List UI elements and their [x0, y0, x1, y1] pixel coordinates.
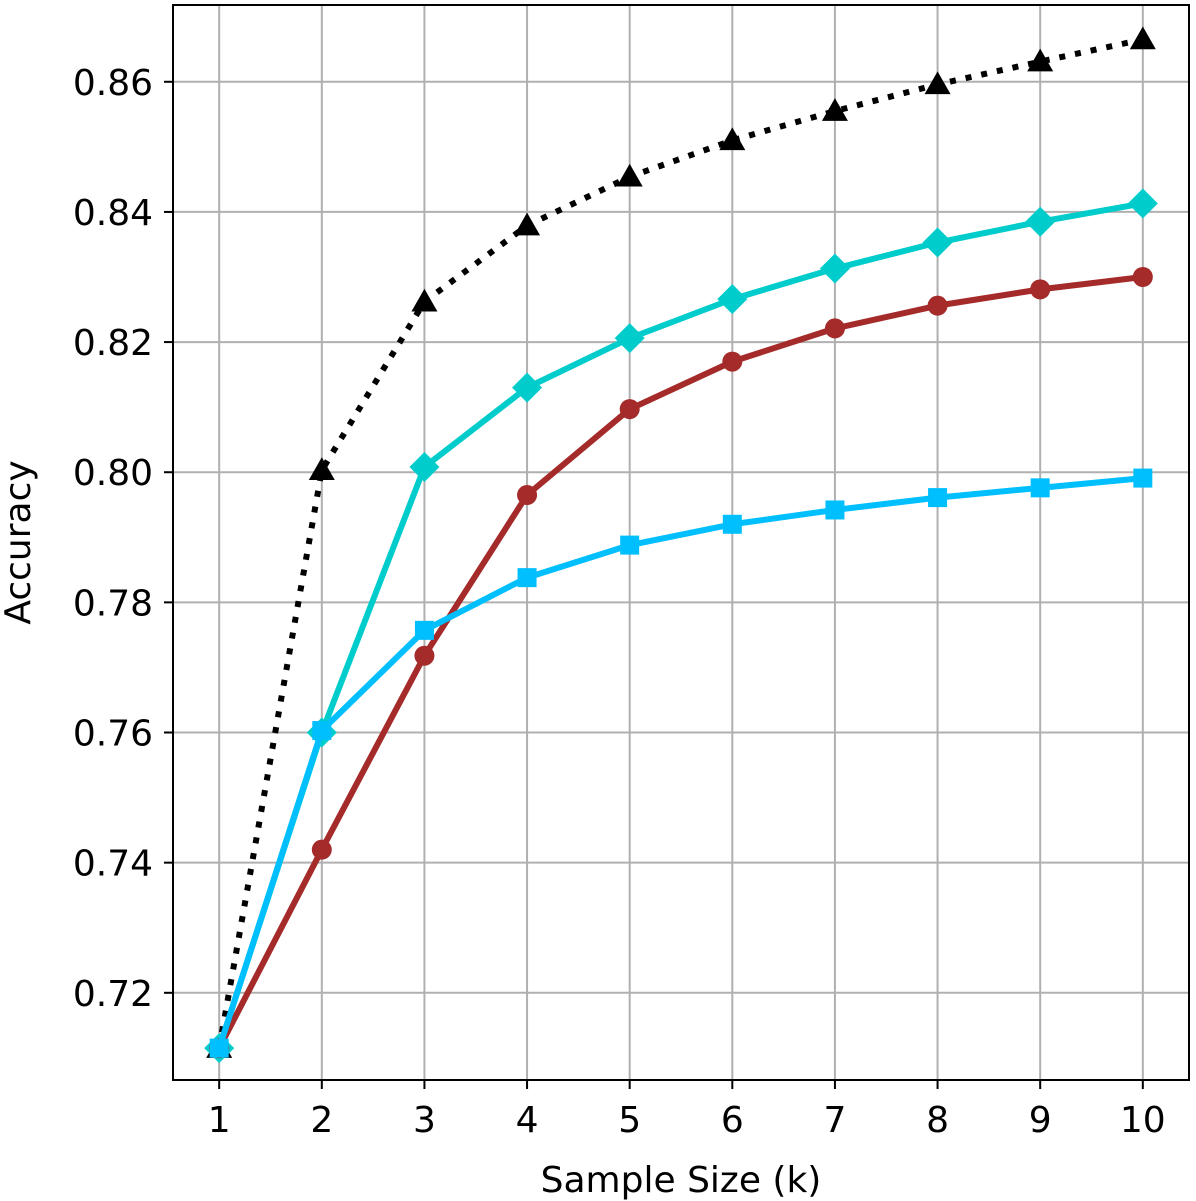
data-point-blue-square [209, 1038, 229, 1058]
data-point-dotted-triangle [719, 127, 746, 151]
data-point-blue-square [517, 568, 537, 588]
plot-frame [172, 4, 1190, 1081]
data-point-dotted-triangle [308, 457, 335, 481]
y-tick-label: 0.84 [73, 193, 153, 234]
data-point-blue-square [620, 535, 640, 555]
series-line-cyan-diamond [216, 200, 1146, 1052]
x-tick-label: 10 [1120, 1100, 1166, 1141]
data-point-cyan-diamond [717, 284, 748, 315]
series-line-red-circle [216, 274, 1146, 1052]
data-point-dotted-triangle [821, 98, 848, 121]
data-point-dotted-triangle [1129, 26, 1156, 50]
x-tick-label: 1 [208, 1100, 231, 1141]
data-point-dotted-triangle [616, 163, 643, 187]
y-axis-title: Accuracy [0, 460, 39, 624]
data-point-blue-square [414, 620, 434, 640]
data-point-red-circle [414, 645, 435, 666]
data-point-cyan-diamond [1127, 188, 1158, 219]
data-point-blue-square [1133, 468, 1153, 488]
data-point-blue-square [312, 721, 332, 741]
axis-ticks: 1 2 3 4 5 6 7 8 9 10 0.72 0.74 0.76 0.78 0.80 0.82 0.84 0… [73, 63, 1166, 1141]
grid [173, 5, 1189, 1080]
series-line-blue-square [216, 475, 1146, 1052]
x-tick-label: 9 [1029, 1100, 1052, 1141]
data-point-red-circle [722, 351, 743, 372]
x-tick-label: 2 [310, 1100, 333, 1141]
series-blue-square [209, 468, 1153, 1058]
data-point-red-circle [517, 484, 538, 505]
data-point-cyan-diamond [922, 227, 953, 258]
data-point-dotted-triangle [411, 288, 438, 312]
series-layer [204, 26, 1158, 1064]
x-tick-label: 7 [823, 1100, 846, 1141]
data-point-blue-square [825, 500, 845, 520]
y-tick-label: 0.76 [73, 714, 153, 755]
data-point-cyan-diamond [614, 323, 645, 354]
y-tick-label: 0.86 [73, 63, 153, 104]
data-point-cyan-diamond [1025, 206, 1056, 237]
data-point-red-circle [311, 839, 332, 860]
data-point-blue-square [722, 514, 742, 534]
data-point-cyan-diamond [512, 372, 543, 403]
data-point-dotted-triangle [924, 71, 951, 95]
data-point-cyan-diamond [409, 452, 440, 483]
y-tick-label: 0.72 [73, 974, 153, 1015]
x-tick-label: 8 [926, 1100, 949, 1141]
data-point-blue-square [928, 488, 948, 508]
y-tick-label: 0.74 [73, 844, 153, 885]
x-tick-label: 4 [516, 1100, 539, 1141]
x-tick-label: 6 [721, 1100, 744, 1141]
y-tick-label: 0.80 [73, 453, 153, 494]
data-point-red-circle [619, 399, 640, 420]
data-point-red-circle [1132, 267, 1153, 288]
y-tick-label: 0.82 [73, 323, 153, 364]
x-tick-label: 3 [413, 1100, 436, 1141]
data-point-red-circle [1030, 279, 1051, 300]
data-point-red-circle [824, 318, 845, 339]
x-tick-label: 5 [618, 1100, 641, 1141]
data-point-blue-square [1030, 478, 1050, 498]
data-point-dotted-triangle [514, 212, 541, 236]
x-axis-title: Sample Size (k) [541, 1160, 822, 1201]
data-point-dotted-triangle [1027, 48, 1054, 72]
data-point-red-circle [927, 295, 948, 316]
data-point-cyan-diamond [819, 253, 850, 284]
y-tick-label: 0.78 [73, 583, 153, 624]
